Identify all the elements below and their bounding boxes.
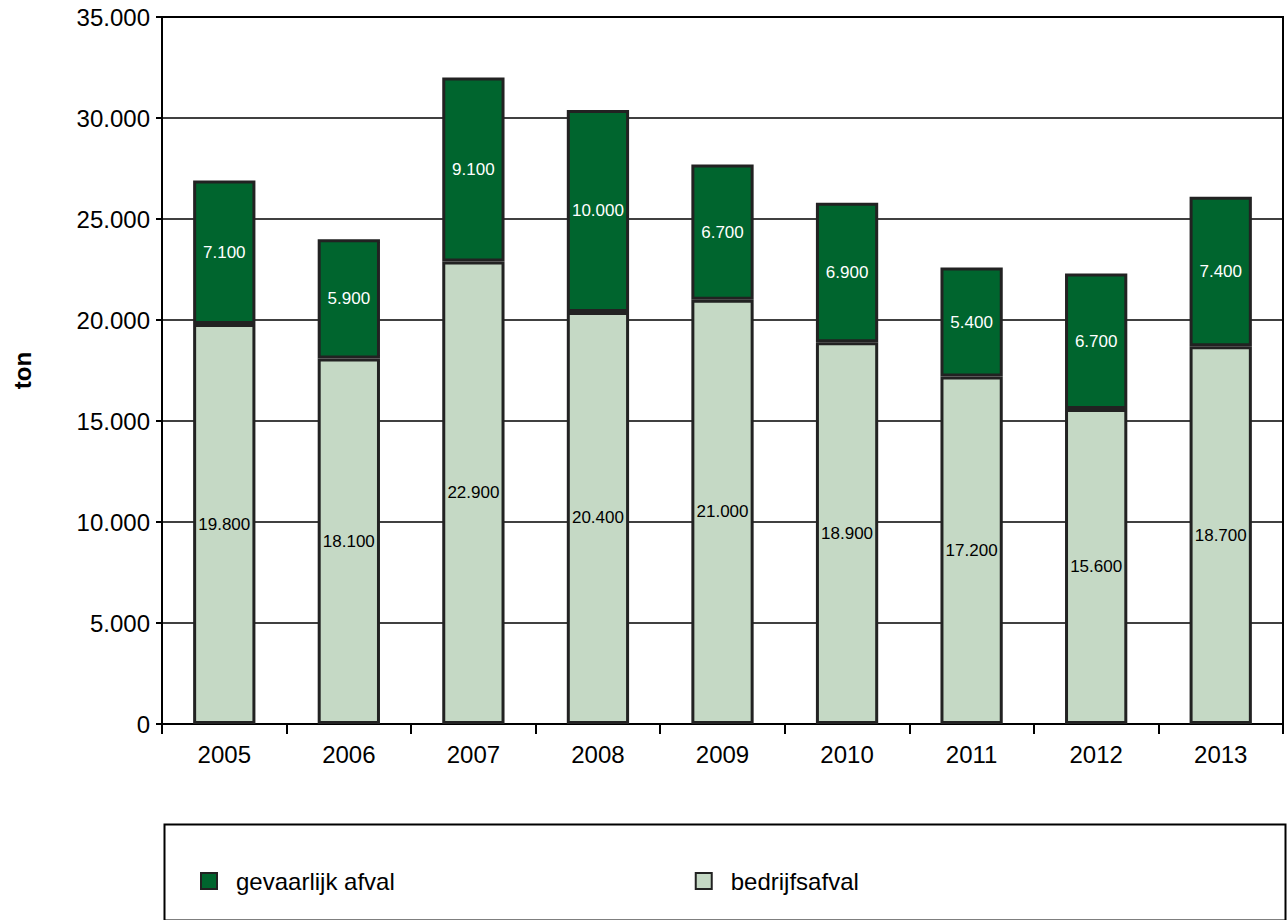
svg-text:0: 0	[137, 711, 150, 738]
svg-text:ton: ton	[9, 352, 36, 389]
svg-text:20.400: 20.400	[572, 508, 624, 527]
svg-text:2008: 2008	[571, 741, 624, 768]
svg-text:6.700: 6.700	[701, 223, 744, 242]
svg-text:10.000: 10.000	[572, 201, 624, 220]
svg-text:35.000: 35.000	[77, 4, 150, 31]
svg-text:21.000: 21.000	[697, 502, 749, 521]
svg-text:2010: 2010	[820, 741, 873, 768]
svg-text:2009: 2009	[696, 741, 749, 768]
svg-text:2012: 2012	[1069, 741, 1122, 768]
svg-text:bedrijfsafval: bedrijfsafval	[731, 868, 859, 895]
svg-text:18.700: 18.700	[1195, 526, 1247, 545]
svg-text:25.000: 25.000	[77, 206, 150, 233]
svg-text:6.700: 6.700	[1075, 332, 1118, 351]
svg-text:17.200: 17.200	[946, 541, 998, 560]
svg-text:2011: 2011	[946, 741, 998, 768]
svg-text:2007: 2007	[447, 741, 500, 768]
svg-text:7.400: 7.400	[1199, 262, 1242, 281]
svg-text:15.600: 15.600	[1070, 557, 1122, 576]
svg-text:7.100: 7.100	[203, 243, 246, 262]
svg-text:2005: 2005	[198, 741, 251, 768]
svg-text:20.000: 20.000	[77, 307, 150, 334]
svg-text:5.900: 5.900	[328, 289, 371, 308]
svg-text:2006: 2006	[322, 741, 375, 768]
svg-text:18.100: 18.100	[323, 532, 375, 551]
svg-text:30.000: 30.000	[77, 105, 150, 132]
svg-text:5.400: 5.400	[950, 313, 993, 332]
svg-text:19.800: 19.800	[198, 515, 250, 534]
svg-text:9.100: 9.100	[452, 160, 495, 179]
svg-text:18.900: 18.900	[821, 524, 873, 543]
svg-text:22.900: 22.900	[447, 483, 499, 502]
svg-text:15.000: 15.000	[77, 408, 150, 435]
svg-text:6.900: 6.900	[826, 263, 869, 282]
svg-text:2013: 2013	[1194, 741, 1247, 768]
svg-text:gevaarlijk afval: gevaarlijk afval	[236, 868, 395, 895]
svg-text:10.000: 10.000	[77, 509, 150, 536]
svg-text:5.000: 5.000	[90, 610, 150, 637]
